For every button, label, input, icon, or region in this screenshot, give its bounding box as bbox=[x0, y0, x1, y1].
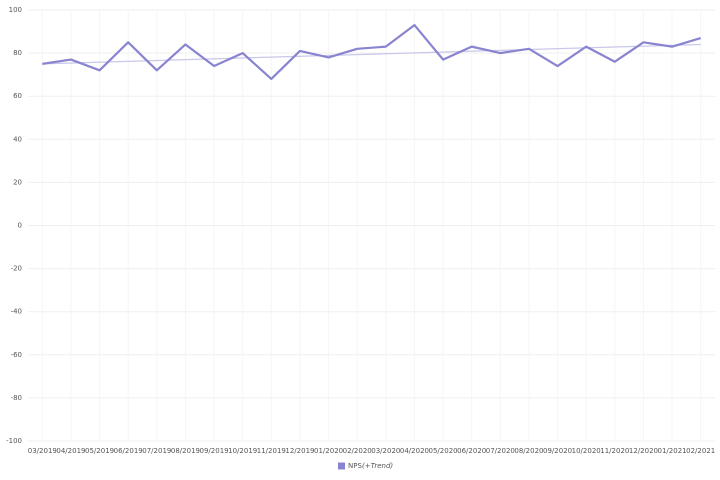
y-tick-label: -80 bbox=[11, 394, 22, 402]
x-tick-label: 04/2019 bbox=[56, 447, 85, 455]
x-tick-label: 06/2020 bbox=[457, 447, 486, 455]
y-tick-label: 100 bbox=[9, 6, 22, 14]
x-tick-label: 10/2020 bbox=[572, 447, 601, 455]
x-tick-label: 03/2019 bbox=[28, 447, 57, 455]
x-tick-label: 08/2019 bbox=[171, 447, 200, 455]
y-tick-label: 60 bbox=[13, 92, 22, 100]
x-tick-label: 09/2020 bbox=[543, 447, 572, 455]
x-tick-label: 11/2019 bbox=[257, 447, 286, 455]
x-tick-label: 02/2021 bbox=[686, 447, 715, 455]
y-tick-label: 0 bbox=[18, 222, 22, 230]
y-tick-label: 80 bbox=[13, 49, 22, 57]
x-tick-label: 01/2020 bbox=[314, 447, 343, 455]
legend-trend-label: (+Trend) bbox=[362, 462, 393, 470]
x-tick-label: 01/2021 bbox=[658, 447, 687, 455]
x-tick-label: 08/2020 bbox=[514, 447, 543, 455]
x-tick-label: 10/2019 bbox=[228, 447, 257, 455]
data-line bbox=[42, 23, 702, 81]
x-tick-label: 12/2019 bbox=[285, 447, 314, 455]
x-tick-label: 03/2020 bbox=[371, 447, 400, 455]
y-tick-label: -60 bbox=[11, 351, 22, 359]
y-tick-label: -20 bbox=[11, 265, 22, 273]
x-tick-label: 12/2020 bbox=[629, 447, 658, 455]
legend-swatch bbox=[338, 462, 345, 470]
x-tick-label: 09/2019 bbox=[200, 447, 229, 455]
x-tick-label: 05/2019 bbox=[85, 447, 114, 455]
y-tick-label: 20 bbox=[13, 178, 22, 186]
y-tick-label: -40 bbox=[11, 308, 22, 316]
x-tick-label: 07/2019 bbox=[142, 447, 171, 455]
legend-label: NPS bbox=[348, 462, 362, 470]
x-tick-label: 04/2020 bbox=[400, 447, 429, 455]
x-tick-label: 11/2020 bbox=[600, 447, 629, 455]
y-tick-label: -100 bbox=[6, 437, 22, 445]
y-tick-label: 40 bbox=[13, 135, 22, 143]
x-tick-label: 07/2020 bbox=[486, 447, 515, 455]
x-tick-label: 05/2020 bbox=[429, 447, 458, 455]
x-tick-label: 02/2020 bbox=[343, 447, 372, 455]
trend-line bbox=[42, 43, 701, 65]
x-tick-label: 06/2019 bbox=[114, 447, 143, 455]
